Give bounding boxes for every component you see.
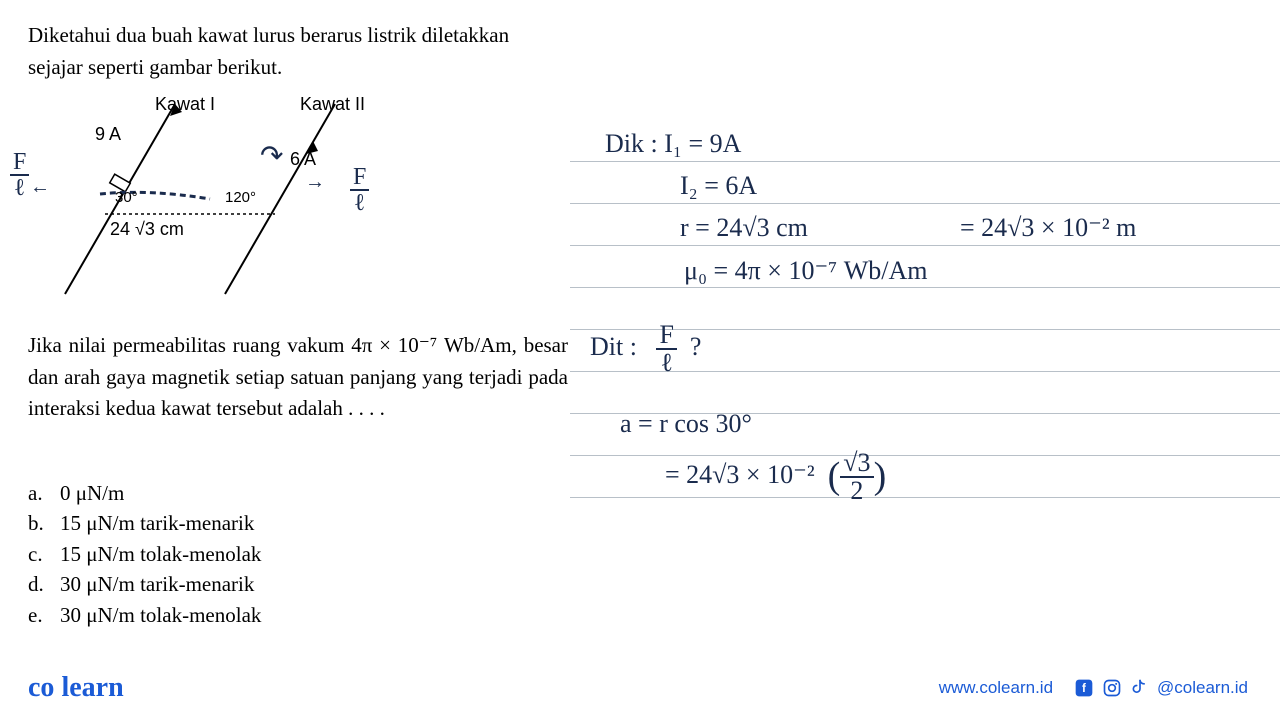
- current2-label: 6 A: [290, 149, 316, 170]
- hw-force-left: F ℓ: [10, 150, 29, 200]
- wire1-label: Kawat I: [155, 94, 215, 115]
- hw-arrow-rotation: ↷: [260, 140, 283, 174]
- q-mu-value: 4π × 10⁻⁷ Wb/Am: [351, 333, 511, 357]
- social-icons: f @colearn.id: [1073, 677, 1248, 699]
- angle1-label: 30°: [115, 189, 138, 206]
- brand-logo: co learn: [28, 672, 124, 704]
- page-container: Diketahui dua buah kawat lurus berarus l…: [0, 0, 1280, 720]
- facebook-icon: f: [1073, 677, 1095, 699]
- svg-text:f: f: [1082, 682, 1086, 695]
- answer-a: a.0 μN/m: [28, 478, 261, 508]
- wire2-label: Kawat II: [300, 94, 365, 115]
- hw-a-line: a = r cos 30°: [620, 408, 752, 439]
- q-cont-prefix: Jika nilai permeabilitas ruang vakum: [28, 333, 351, 357]
- hw-force-right: F ℓ: [350, 165, 369, 215]
- instagram-icon: [1101, 677, 1123, 699]
- hw-r-line: r = 24√3 cm: [680, 212, 808, 243]
- hw-dik-line: Dik : I₁ = 9A: [605, 128, 741, 159]
- hw-dit-line: Dit : F ℓ ?: [590, 322, 701, 376]
- hw-arrow-left: ←: [30, 175, 50, 199]
- distance-label: 24 √3 cm: [110, 219, 184, 240]
- answer-c: c.15 μN/m tolak-menolak: [28, 539, 261, 569]
- answer-d: d.30 μN/m tarik-menarik: [28, 569, 261, 599]
- answer-b: b.15 μN/m tarik-menarik: [28, 508, 261, 538]
- footer-right: www.colearn.id f @colearn.id: [939, 677, 1248, 699]
- angle2-label: 120°: [225, 189, 256, 206]
- answer-list: a.0 μN/m b.15 μN/m tarik-menarik c.15 μN…: [28, 478, 261, 630]
- physics-diagram: Kawat I Kawat II 9 A 6 A 30° 120° 24 √3 …: [10, 94, 440, 304]
- hw-a2-line: = 24√3 × 10⁻² ( √3 2 ): [665, 450, 886, 504]
- footer-handle: @colearn.id: [1157, 678, 1248, 698]
- tiktok-icon: [1129, 677, 1151, 699]
- hw-i2-line: I₂ = 6A: [680, 170, 757, 201]
- hw-arrow-right: →: [305, 170, 325, 194]
- footer-url: www.colearn.id: [939, 678, 1053, 698]
- hw-r2-line: = 24√3 × 10⁻² m: [960, 212, 1136, 243]
- current1-label: 9 A: [95, 124, 121, 145]
- footer: co learn www.colearn.id f @colearn.id: [28, 672, 1248, 704]
- hw-mu-line: μ₀ = 4π × 10⁻⁷ Wb/Am: [684, 255, 928, 286]
- question-intro: Diketahui dua buah kawat lurus berarus l…: [28, 20, 548, 83]
- question-continuation: Jika nilai permeabilitas ruang vakum 4π …: [28, 330, 568, 425]
- answer-e: e.30 μN/m tolak-menolak: [28, 600, 261, 630]
